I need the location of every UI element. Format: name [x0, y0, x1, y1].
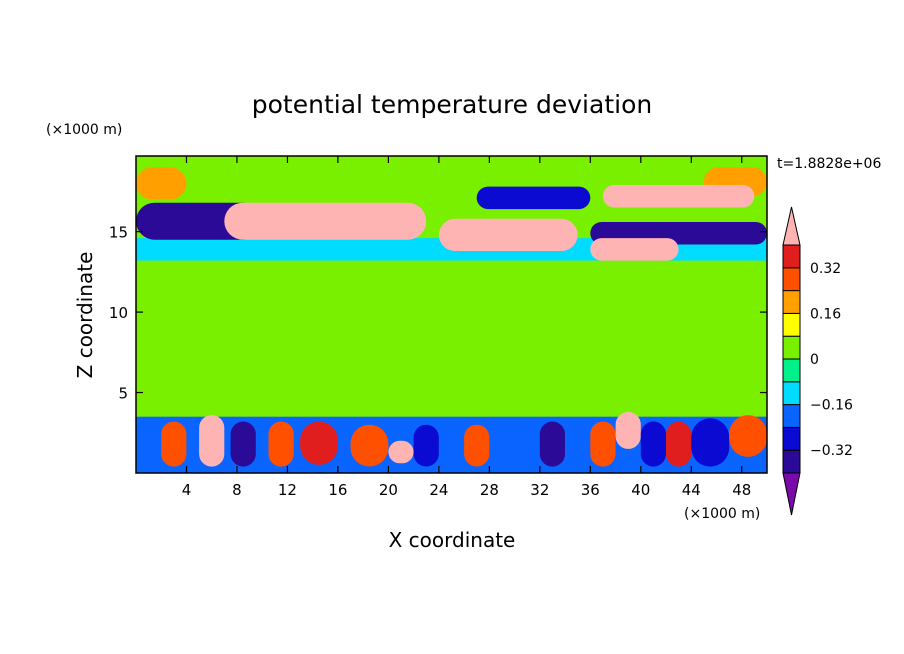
- colorbar-box: [782, 381, 801, 406]
- y-tick-label: 10: [109, 304, 128, 322]
- x-tick-label: 44: [682, 481, 701, 499]
- colorbar-tick-label: 0: [810, 352, 819, 368]
- x-axis-ticks: 4 8 12 16 20 24 28 32 36 40 44 48: [182, 156, 751, 499]
- contour-region-20: [413, 424, 439, 467]
- plot-area: [136, 156, 767, 473]
- x-tick-label: 12: [278, 481, 297, 499]
- x-tick-label: 28: [480, 481, 499, 499]
- contour-region-6: [136, 167, 187, 200]
- contour-region-15: [230, 421, 256, 467]
- y-tick-label: 5: [118, 385, 128, 403]
- contour-region-9: [438, 218, 578, 251]
- colorbar-box: [782, 335, 801, 360]
- colorbar: [782, 206, 801, 516]
- contour-region-27: [666, 421, 692, 467]
- colorbar-tick-label: −0.16: [810, 398, 853, 414]
- y-axis-ticks: 5 10 15: [109, 224, 767, 403]
- contour-region-21: [464, 424, 490, 467]
- colorbar-tick-label: 0.32: [810, 261, 841, 277]
- colorbar-box: [782, 358, 801, 383]
- x-tick-label: 36: [581, 481, 600, 499]
- colorbar-box: [782, 290, 801, 314]
- y-tick-label: 15: [109, 224, 128, 242]
- time-label: t=1.8828e+06: [777, 156, 881, 172]
- y-axis-label: Z coordinate: [73, 252, 97, 379]
- contour-region-8: [224, 202, 427, 240]
- colorbar-box: [782, 244, 801, 269]
- contour-region-4: [476, 186, 591, 210]
- colorbar-box: [782, 449, 801, 474]
- y-unit-label: (×1000 m): [46, 122, 122, 138]
- contour-region-28: [691, 418, 730, 467]
- x-tick-label: 24: [429, 481, 448, 499]
- contour-region-25: [615, 411, 641, 449]
- colorbar-box: [782, 312, 801, 337]
- colorbar-min-triangle: [782, 472, 801, 516]
- chart-title: potential temperature deviation: [252, 90, 652, 119]
- contour-region-24: [590, 421, 616, 467]
- colorbar-tick-label: 0.16: [810, 306, 841, 322]
- contour-region-19: [388, 440, 414, 464]
- contour-region-23: [539, 421, 565, 467]
- contour-region-13: [161, 421, 187, 467]
- contour-region-26: [640, 421, 666, 467]
- x-tick-label: 8: [232, 481, 242, 499]
- x-tick-label: 48: [732, 481, 751, 499]
- colorbar-tick-label: −0.32: [810, 443, 853, 459]
- contour-region-1: [136, 271, 767, 417]
- colorbar-box: [782, 426, 801, 451]
- contour-region-18: [350, 424, 389, 467]
- contour-region-22: [514, 424, 540, 467]
- contour-region-14: [199, 415, 225, 467]
- colorbar-box: [782, 404, 801, 428]
- x-tick-label: 40: [631, 481, 650, 499]
- x-unit-label: (×1000 m): [684, 506, 760, 522]
- contour-region-16: [268, 421, 294, 467]
- x-axis-label: X coordinate: [389, 528, 516, 552]
- x-tick-label: 32: [530, 481, 549, 499]
- colorbar-labels: 0.32 0.16 0 −0.16 −0.32: [810, 261, 853, 459]
- contour-region-11: [590, 238, 679, 261]
- contour-region-10: [602, 185, 755, 208]
- contour-region-17: [300, 421, 338, 465]
- plot-frame: [135, 155, 768, 474]
- colorbar-box: [782, 267, 801, 292]
- x-tick-label: 4: [182, 481, 192, 499]
- colorbar-max-triangle: [782, 206, 801, 246]
- contour-region-29: [729, 415, 767, 457]
- x-tick-label: 16: [328, 481, 347, 499]
- x-tick-label: 20: [379, 481, 398, 499]
